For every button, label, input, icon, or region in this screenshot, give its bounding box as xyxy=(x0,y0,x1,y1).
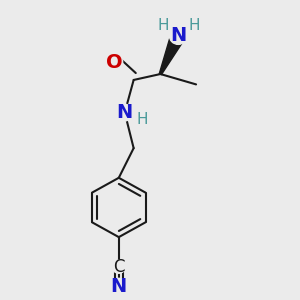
Text: N: N xyxy=(170,26,186,45)
Circle shape xyxy=(169,27,187,44)
Circle shape xyxy=(106,54,123,70)
Text: O: O xyxy=(106,53,123,72)
Text: H: H xyxy=(158,18,169,33)
Text: N: N xyxy=(111,277,127,296)
Circle shape xyxy=(158,20,169,31)
Text: H: H xyxy=(137,112,148,128)
Polygon shape xyxy=(159,32,185,74)
Circle shape xyxy=(189,20,199,31)
Text: C: C xyxy=(113,258,124,276)
Text: N: N xyxy=(117,103,133,122)
Circle shape xyxy=(112,260,125,273)
Circle shape xyxy=(136,114,148,126)
Circle shape xyxy=(110,278,127,295)
Text: H: H xyxy=(188,18,200,33)
Circle shape xyxy=(116,104,133,121)
